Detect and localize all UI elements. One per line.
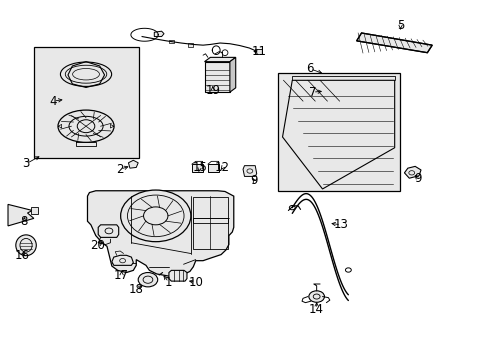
Text: 3: 3 xyxy=(22,157,30,170)
Polygon shape xyxy=(112,255,133,265)
Text: 5: 5 xyxy=(396,19,404,32)
Bar xyxy=(191,164,202,172)
Text: 16: 16 xyxy=(15,249,30,262)
Polygon shape xyxy=(87,191,233,276)
Text: 4: 4 xyxy=(49,95,57,108)
Polygon shape xyxy=(98,225,119,237)
Polygon shape xyxy=(154,31,163,37)
Bar xyxy=(277,73,399,192)
Text: 19: 19 xyxy=(205,84,220,97)
Text: 9: 9 xyxy=(250,174,258,187)
Text: 10: 10 xyxy=(188,276,203,289)
Text: 20: 20 xyxy=(90,239,104,252)
Text: 2: 2 xyxy=(116,163,123,176)
Bar xyxy=(207,164,218,172)
Polygon shape xyxy=(229,57,235,92)
Text: 7: 7 xyxy=(308,86,316,99)
Ellipse shape xyxy=(16,235,36,256)
Bar xyxy=(168,40,173,43)
Text: 14: 14 xyxy=(308,303,324,316)
Polygon shape xyxy=(356,33,431,53)
Polygon shape xyxy=(128,160,138,168)
Circle shape xyxy=(289,206,295,210)
Polygon shape xyxy=(243,166,256,176)
Circle shape xyxy=(121,190,190,242)
Bar xyxy=(188,43,193,47)
Text: 6: 6 xyxy=(306,62,313,75)
Text: 18: 18 xyxy=(128,283,143,296)
Bar xyxy=(193,219,228,249)
Circle shape xyxy=(138,273,158,287)
Text: 12: 12 xyxy=(215,161,229,174)
Polygon shape xyxy=(8,204,34,226)
Circle shape xyxy=(345,268,350,272)
Polygon shape xyxy=(204,57,235,62)
Polygon shape xyxy=(168,270,186,281)
Bar xyxy=(204,62,229,92)
Text: 9: 9 xyxy=(413,172,421,185)
Bar xyxy=(34,47,139,158)
Bar xyxy=(31,207,38,214)
Text: 17: 17 xyxy=(114,269,129,282)
Bar xyxy=(193,197,228,223)
Text: 1: 1 xyxy=(165,276,172,289)
Polygon shape xyxy=(404,166,420,178)
Text: 15: 15 xyxy=(192,161,206,174)
Bar xyxy=(254,49,262,54)
Text: 13: 13 xyxy=(333,218,348,231)
Circle shape xyxy=(308,291,324,302)
Text: 8: 8 xyxy=(20,215,27,228)
Polygon shape xyxy=(282,80,394,189)
Text: 11: 11 xyxy=(251,45,266,58)
